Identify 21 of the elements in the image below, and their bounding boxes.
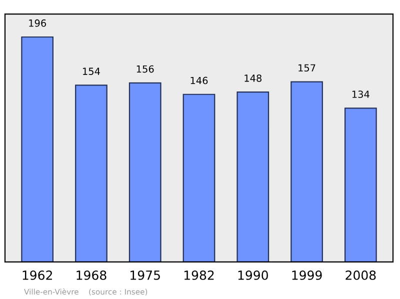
x-tick-label: 1975 xyxy=(130,270,160,280)
x-tick-label: 1982 xyxy=(184,270,214,280)
x-tick-label: 1968 xyxy=(76,270,106,280)
x-tick-label: 2008 xyxy=(346,270,376,280)
data-label: 134 xyxy=(352,90,370,98)
bar xyxy=(182,94,216,262)
data-label: 157 xyxy=(298,64,316,72)
data-label: 196 xyxy=(29,19,46,27)
data-label: 146 xyxy=(190,76,208,84)
bar xyxy=(290,81,323,262)
x-tick-label: 1990 xyxy=(238,270,268,280)
x-tick-label: 1962 xyxy=(22,270,52,280)
bar xyxy=(344,108,377,262)
data-label: 154 xyxy=(83,68,100,75)
bar xyxy=(128,82,162,262)
bar xyxy=(21,36,54,262)
bar xyxy=(75,84,108,262)
data-label: 148 xyxy=(244,74,262,82)
x-tick-label: 1999 xyxy=(292,270,322,280)
data-label: 156 xyxy=(136,65,154,73)
bar xyxy=(236,92,270,262)
